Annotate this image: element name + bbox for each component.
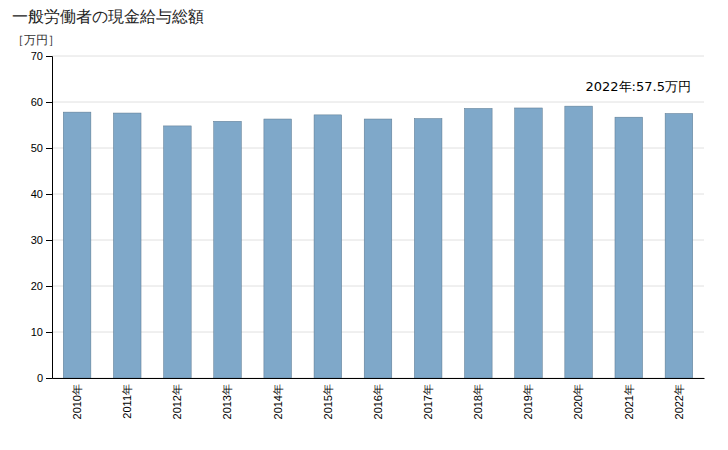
- y-axis-line: [46, 57, 53, 379]
- y-tick-mark: [46, 56, 52, 57]
- bar: [264, 119, 292, 378]
- grid-line: [52, 56, 704, 57]
- bar: [465, 108, 493, 378]
- bar: [665, 114, 693, 379]
- y-tick-label: 10: [31, 326, 43, 338]
- bars: [63, 106, 692, 378]
- y-tick-label: 30: [31, 234, 43, 246]
- y-axis: 0 10 20 30 40 50 60 70: [31, 50, 53, 384]
- y-tick-mark: [46, 194, 52, 195]
- y-tick-label: 70: [31, 50, 43, 62]
- x-tick: 2018年: [472, 384, 484, 419]
- y-tick: 50: [31, 142, 52, 154]
- x-tick-label: 2015年: [322, 384, 334, 419]
- y-tick: 70: [31, 50, 52, 62]
- y-tick: 60: [31, 96, 52, 108]
- x-axis: 2010年 2011年 2012年 2013年 2014年 2015年 2016年 2017年…: [53, 379, 705, 420]
- y-tick-mark: [46, 286, 52, 287]
- x-tick-label: 2022年: [673, 384, 685, 419]
- y-tick: 0: [37, 372, 52, 384]
- chart: 0 10 20 30 40 50 60 70 2010年 2011年 2012年 2013年 2014年…: [0, 0, 728, 450]
- bar: [214, 121, 242, 378]
- grid-line: [52, 102, 704, 103]
- x-tick-label: 2012年: [171, 384, 183, 419]
- x-tick: 2016年: [372, 384, 384, 419]
- bar: [63, 112, 91, 378]
- x-tick-label: 2019年: [522, 384, 534, 419]
- x-axis-line: [53, 378, 705, 379]
- y-tick-mark: [46, 148, 52, 149]
- x-tick: 2014年: [272, 384, 284, 419]
- x-tick: 2020年: [572, 384, 584, 419]
- x-tick: 2011年: [121, 384, 133, 419]
- x-tick-label: 2021年: [623, 384, 635, 419]
- bar: [164, 126, 192, 378]
- bar: [314, 115, 342, 378]
- x-tick: 2013年: [221, 384, 233, 419]
- x-tick-label: 2016年: [372, 384, 384, 419]
- x-tick-label: 2018年: [472, 384, 484, 419]
- x-tick-label: 2013年: [221, 384, 233, 419]
- bar: [615, 117, 643, 378]
- x-tick-label: 2017年: [422, 384, 434, 419]
- x-tick: 2012年: [171, 384, 183, 419]
- y-tick: 40: [31, 188, 52, 200]
- y-tick-label: 40: [31, 188, 43, 200]
- grid: [52, 56, 704, 378]
- y-tick-mark: [46, 102, 52, 103]
- y-tick: 30: [31, 234, 52, 246]
- x-tick: 2019年: [522, 384, 534, 419]
- bar: [565, 106, 593, 378]
- bar: [414, 119, 442, 378]
- y-tick-label: 20: [31, 280, 43, 292]
- y-axis-title: ［万円］: [12, 33, 60, 47]
- y-tick-label: 50: [31, 142, 43, 154]
- x-tick-label: 2010年: [71, 384, 83, 419]
- y-tick: 20: [31, 280, 52, 292]
- y-tick-mark: [46, 240, 52, 241]
- x-tick: 2010年: [71, 384, 83, 419]
- bar: [113, 113, 141, 378]
- x-tick: 2015年: [322, 384, 334, 419]
- x-tick-label: 2014年: [272, 384, 284, 419]
- annotation: 2022年:57.5万円: [586, 79, 691, 94]
- title: 一般労働者の現金給与総額: [12, 7, 204, 26]
- y-tick-mark: [46, 378, 52, 379]
- y-tick-label: 60: [31, 96, 43, 108]
- x-tick: 2021年: [623, 384, 635, 419]
- x-tick-label: 2020年: [572, 384, 584, 419]
- x-tick: 2022年: [673, 384, 685, 419]
- y-tick-mark: [46, 332, 52, 333]
- y-tick-label: 0: [37, 372, 43, 384]
- bar: [515, 108, 543, 378]
- plot: 0 10 20 30 40 50 60 70 2010年 2011年 2012年 2013年 2014年…: [31, 50, 705, 419]
- y-tick: 10: [31, 326, 52, 338]
- bar: [364, 119, 392, 378]
- x-tick-label: 2011年: [121, 384, 133, 419]
- x-tick: 2017年: [422, 384, 434, 419]
